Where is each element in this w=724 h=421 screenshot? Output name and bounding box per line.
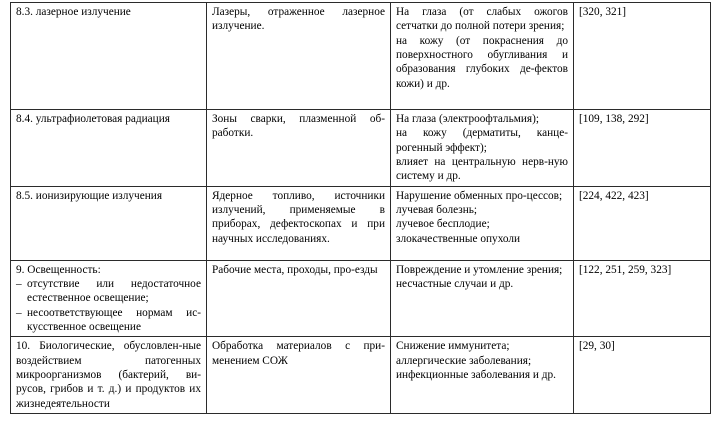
effect-line: на кожу (от покраснения до поверхностног… bbox=[396, 34, 568, 90]
reference-list: [122, 251, 259, 323] bbox=[579, 263, 672, 276]
cell-effect: На глаза (от слабых ожогов сетчатки до п… bbox=[390, 2, 574, 110]
table-row: 10. Биологические, обусловлен-ные воздей… bbox=[10, 336, 711, 415]
cell-references: [320, 321] bbox=[573, 2, 711, 110]
table-body: 8.3. лазерное излучение Лазеры, отраженн… bbox=[10, 2, 711, 415]
factor-text: 10. Биологические, обусловлен-ные воздей… bbox=[16, 340, 201, 410]
cell-source: Зоны сварки, плазменной об-работки. bbox=[206, 109, 391, 187]
table-row: 9. Освещенность: – отсутствие или недоста… bbox=[10, 259, 711, 338]
cell-effect: Повреждение и утомление зрения; несчастн… bbox=[390, 259, 574, 338]
dash-marker: – bbox=[16, 278, 22, 291]
factor-item-list: – отсутствие или недостаточное естественн… bbox=[16, 277, 201, 334]
effect-line: Нарушение обменных про-цессов; bbox=[396, 189, 563, 202]
reference-list: [29, 30] bbox=[579, 340, 615, 353]
dash-marker: – bbox=[16, 306, 22, 319]
cell-source: Лазеры, отраженное лазерное излучение. bbox=[206, 2, 391, 110]
reference-list: [320, 321] bbox=[579, 6, 627, 18]
cell-effect: Нарушение обменных про-цессов; лучевая б… bbox=[390, 185, 574, 261]
effect-line: на кожу (дерматиты, канце-рогенный эффек… bbox=[396, 127, 568, 154]
cell-factor: 10. Биологические, обусловлен-ные воздей… bbox=[10, 336, 207, 415]
list-item: – отсутствие или недостаточное естественн… bbox=[16, 277, 201, 306]
cell-references: [29, 30] bbox=[573, 336, 711, 415]
hazard-factors-table: 8.3. лазерное излучение Лазеры, отраженн… bbox=[10, 2, 711, 415]
effect-line: злокачественные опухоли bbox=[396, 232, 521, 245]
factor-text: 8.5. ионизирующие излучения bbox=[16, 189, 163, 202]
table-row: 8.3. лазерное излучение Лазеры, отраженн… bbox=[10, 2, 711, 110]
cell-factor: 8.5. ионизирующие излучения bbox=[10, 185, 207, 261]
source-text: Лазеры, отраженное лазерное излучение. bbox=[212, 6, 385, 33]
effect-line: Повреждение и утомление зрения; bbox=[396, 263, 563, 276]
cell-effect: На глаза (электроофтальмия); на кожу (де… bbox=[390, 109, 574, 187]
source-text: Ядерное топливо, источники излучений, пр… bbox=[212, 189, 385, 245]
cell-effect: Снижение иммунитета; аллергические забол… bbox=[390, 336, 574, 415]
list-item-label: отсутствие или недостаточное естественно… bbox=[27, 278, 201, 305]
effect-line: несчастные случаи и др. bbox=[396, 278, 514, 291]
reference-list: [109, 138, 292] bbox=[579, 113, 649, 125]
effect-line: Снижение иммунитета; bbox=[396, 340, 510, 353]
factor-text: 8.3. лазерное излучение bbox=[16, 6, 131, 18]
cell-source: Обработка материалов с при-менением СОЖ bbox=[206, 336, 391, 415]
list-item-label: несоответствующее нормам ис-кусственное … bbox=[27, 306, 201, 334]
cell-source: Рабочие места, проходы, про-езды bbox=[206, 259, 391, 338]
cell-references: [122, 251, 259, 323] bbox=[573, 259, 711, 338]
table-row: 8.5. ионизирующие излучения Ядерное топл… bbox=[10, 185, 711, 261]
source-text: Рабочие места, проходы, про-езды bbox=[212, 263, 378, 276]
list-item: – несоответствующее нормам ис-кусственное… bbox=[16, 306, 201, 335]
effect-line: влияет на центральную нерв-ную систему и… bbox=[396, 156, 568, 183]
effect-line: На глаза (от слабых ожогов сетчатки до п… bbox=[396, 6, 568, 33]
effect-line: лучевое бесплодие; bbox=[396, 218, 490, 231]
reference-list: [224, 422, 423] bbox=[579, 189, 649, 202]
effect-line: лучевая болезнь; bbox=[396, 204, 478, 217]
effect-line: аллергические заболевания; bbox=[396, 354, 532, 367]
source-text: Зоны сварки, плазменной об-работки. bbox=[212, 113, 385, 140]
table-row: 8.4. ультрафиолетовая радиация Зоны свар… bbox=[10, 109, 711, 187]
cell-references: [224, 422, 423] bbox=[573, 185, 711, 261]
cell-factor: 8.4. ультрафиолетовая радиация bbox=[10, 109, 207, 187]
factor-text: 8.4. ультрафиолетовая радиация bbox=[16, 113, 170, 125]
cell-factor: 9. Освещенность: – отсутствие или недоста… bbox=[10, 259, 207, 338]
source-text: Обработка материалов с при-менением СОЖ bbox=[212, 340, 385, 367]
factor-title: 9. Освещенность: bbox=[16, 263, 101, 276]
cell-references: [109, 138, 292] bbox=[573, 109, 711, 187]
effect-line: На глаза (электроофтальмия); bbox=[396, 113, 540, 125]
cell-source: Ядерное топливо, источники излучений, пр… bbox=[206, 185, 391, 261]
cell-factor: 8.3. лазерное излучение bbox=[10, 2, 207, 110]
effect-line: инфекционные заболевания и др. bbox=[396, 369, 556, 382]
